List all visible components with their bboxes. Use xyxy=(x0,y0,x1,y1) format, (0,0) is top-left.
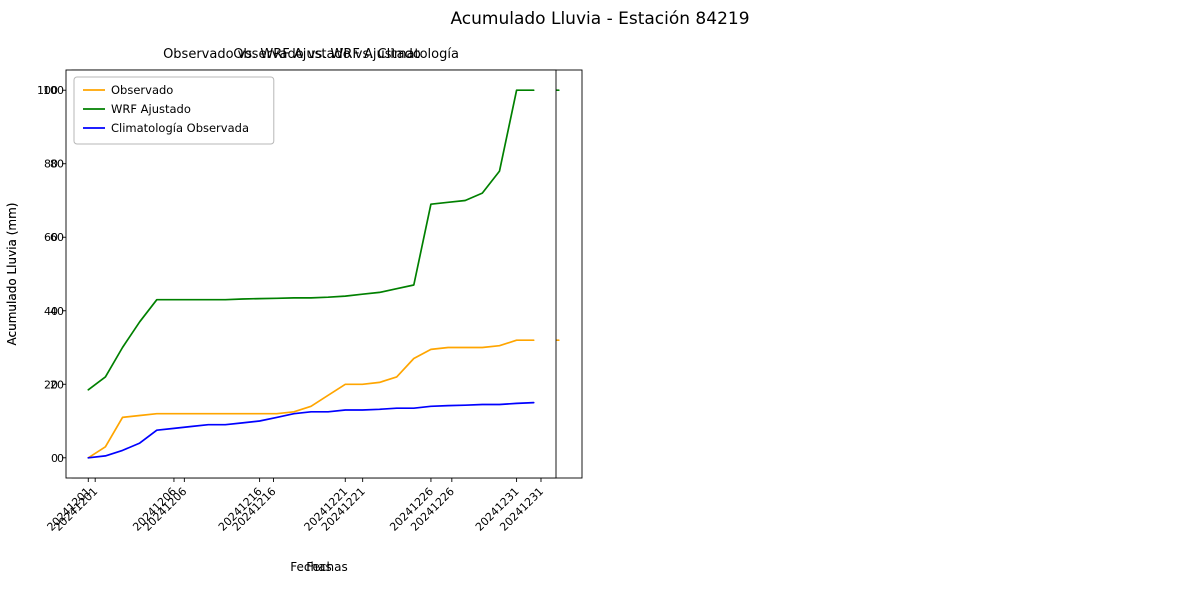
series-line-climatolog-a-observada xyxy=(87,401,535,459)
chart-title: Observado vs. WRF Ajustado xyxy=(233,47,421,62)
x-axis-label: Fechas xyxy=(290,560,331,574)
y-axis-label: Acumulado Lluvia (mm) xyxy=(5,203,19,346)
figure-title: Acumulado Lluvia - Estación 84219 xyxy=(450,9,750,29)
y-tick-label: 80 xyxy=(50,158,64,171)
x-tick-label: 20241206 xyxy=(130,485,179,534)
x-tick-label: 20241216 xyxy=(216,485,265,534)
series-line-wrf-ajustado xyxy=(87,89,535,391)
y-tick-label: 20 xyxy=(44,378,58,391)
y-axis-label: Acumulado Lluvia (mm) xyxy=(5,203,19,346)
legend-label: WRF Ajustado xyxy=(111,102,191,116)
legend-label: Observado xyxy=(111,83,173,97)
y-tick-label: 60 xyxy=(44,231,58,244)
y-tick-label: 40 xyxy=(50,305,64,318)
chart-svg-1: 0 20 40 60 80 100 20241201 20241206 20241216 2024… xyxy=(5,47,557,574)
y-tick-label: 0 xyxy=(57,452,64,465)
series-line-observado xyxy=(87,339,535,459)
y-tick-label: 100 xyxy=(37,84,58,97)
y-tick-label: 40 xyxy=(44,305,58,318)
y-tick-label: 60 xyxy=(50,231,64,244)
x-tick-label: 20241201 xyxy=(45,485,94,534)
legend-label: Climatología Observada xyxy=(111,121,249,135)
y-tick-label: 100 xyxy=(43,84,64,97)
y-tick-label: 20 xyxy=(50,378,64,391)
y-tick-label: 80 xyxy=(44,158,58,171)
x-tick-label: 20241221 xyxy=(302,485,351,534)
legend xyxy=(73,76,275,145)
x-tick-label: 20241231 xyxy=(473,485,522,534)
x-axis-label: Fechas xyxy=(306,560,347,574)
chart-title: Observado vs. WRF Ajustado vs. Climatolo… xyxy=(163,47,459,62)
x-tick-label: 20241226 xyxy=(387,485,436,534)
y-tick-label: 0 xyxy=(51,452,58,465)
